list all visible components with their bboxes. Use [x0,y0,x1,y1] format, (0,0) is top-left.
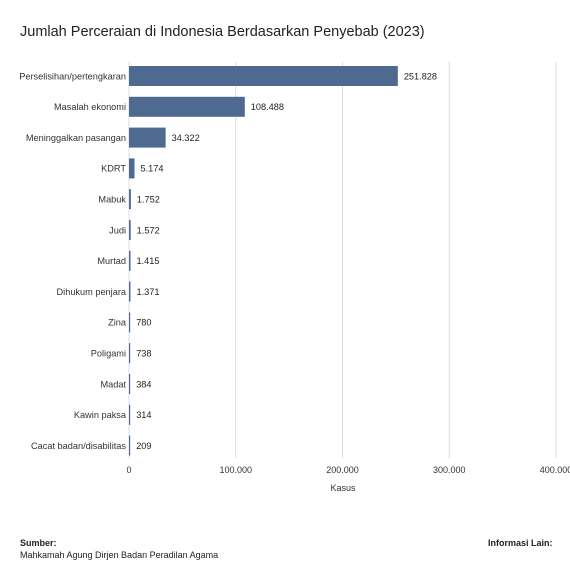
bar [129,189,131,210]
bar [129,404,131,425]
x-tick-label: 400.000 [540,465,570,475]
bar [129,312,131,333]
chart-title: Jumlah Perceraian di Indonesia Berdasark… [20,24,425,40]
category-label: Masalah ekonomi [54,102,126,112]
x-tick-label: 100.000 [219,465,252,475]
category-label: Mabuk [98,195,126,205]
bar [129,435,131,456]
value-label: 108.488 [251,102,284,112]
value-label: 5.174 [141,164,164,174]
source-text: Mahkamah Agung Dirjen Badan Peradilan Ag… [20,550,219,560]
category-label: Poligami [91,349,126,359]
value-label: 251.828 [404,71,437,81]
category-label: KDRT [101,164,126,174]
bar-chart: 0 100.000 200.000 300.000 400.000 Perselisiha… [19,62,570,493]
bar [129,127,166,148]
bar [129,374,131,394]
category-label: Dihukum penjara [57,287,127,297]
bar [129,96,245,117]
value-label: 738 [136,349,151,359]
value-label: 209 [136,441,151,451]
category-label: Zina [108,318,127,328]
x-tick-label: 200.000 [326,465,359,475]
category-label: Cacat badan/disabilitas [31,441,126,451]
labels: 0 100.000 200.000 300.000 400.000 Perselisiha… [19,71,570,475]
value-label: 384 [136,379,151,389]
category-label: Judi [109,225,126,235]
value-label: 1.371 [136,287,159,297]
bar [129,281,131,302]
value-label: 780 [136,318,151,328]
bar [129,158,135,179]
category-label: Meninggalkan pasangan [26,133,126,143]
category-label: Madat [100,379,126,389]
bar [129,66,398,86]
bar [129,343,131,364]
value-label: 1.415 [137,256,160,266]
category-label: Kawin paksa [74,410,127,420]
category-label: Perselisihan/pertengkaran [19,71,126,81]
x-tick-label: 0 [126,465,131,475]
source-label: Sumber: [20,538,57,548]
category-label: Murtad [97,256,126,266]
info-label: Informasi Lain: [488,538,553,548]
value-label: 1.572 [137,225,160,235]
bars [129,66,398,456]
gridlines [128,62,557,458]
bar [129,250,131,271]
value-label: 1.752 [137,195,160,205]
x-tick-label: 300.000 [433,465,466,475]
value-label: 34.322 [172,133,200,143]
value-label: 314 [136,410,151,420]
x-axis-title: Kasus [330,483,356,493]
bar [129,220,131,240]
